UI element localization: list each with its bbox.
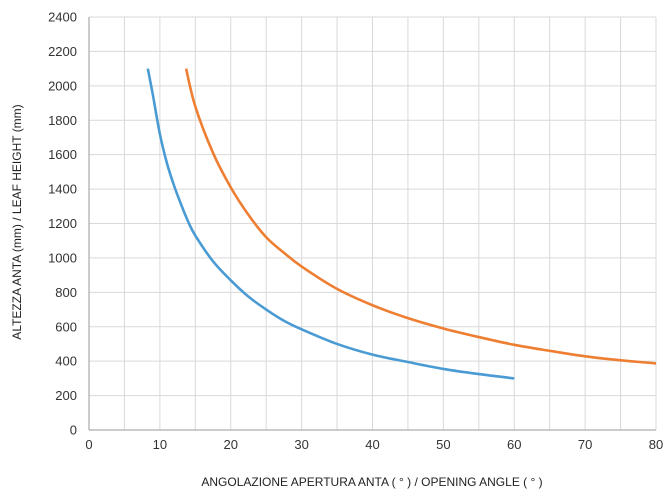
x-tick-label: 70: [578, 437, 592, 452]
x-tick-label: 0: [85, 437, 92, 452]
y-tick-label: 600: [55, 319, 77, 334]
axes: [88, 17, 656, 431]
y-tick-label: 0: [70, 423, 77, 438]
x-tick-label: 10: [153, 437, 167, 452]
x-tick-label: 40: [365, 437, 379, 452]
y-tick-label: 2200: [48, 44, 77, 59]
y-tick-label: 1800: [48, 113, 77, 128]
series-lines: [146, 68, 657, 380]
y-tick-label: 1000: [48, 250, 77, 265]
grid: [89, 16, 657, 430]
y-tick-label: 2000: [48, 78, 77, 93]
x-axis-title: ANGOLAZIONE APERTURA ANTA ( ° ) / OPENIN…: [201, 475, 542, 489]
series-line-1: [146, 68, 515, 380]
x-tick-label: 80: [649, 437, 663, 452]
x-tick-label: 50: [436, 437, 450, 452]
y-tick-label: 800: [55, 285, 77, 300]
x-tick-label: 60: [507, 437, 521, 452]
y-tick-label: 1600: [48, 147, 77, 162]
x-axis-title-main: ANGOLAZIONE APERTURA ANTA ( ° ): [201, 475, 411, 489]
y-tick-label: 200: [55, 388, 77, 403]
y-tick-label: 400: [55, 354, 77, 369]
series-line-2: [184, 68, 657, 365]
x-tick-label: 20: [224, 437, 238, 452]
y-tick-label: 1400: [48, 182, 77, 197]
y-tick-label: 1200: [48, 216, 77, 231]
x-axis-title-secondary: / OPENING ANGLE ( ° ): [411, 475, 543, 489]
y-axis-title: ALTEZZA ANTA (mm) / LEAF HEIGHT (mm): [10, 104, 24, 339]
x-tick-label: 30: [294, 437, 308, 452]
y-tick-label: 2400: [48, 10, 77, 25]
tick-labels: 0 10 20 30 40 50 60 70 8002004006008001000120014…: [48, 10, 663, 453]
y-axis-title-secondary: / LEAF HEIGHT (mm): [10, 104, 24, 224]
y-axis-title-main: ALTEZZA ANTA (mm): [10, 224, 24, 340]
